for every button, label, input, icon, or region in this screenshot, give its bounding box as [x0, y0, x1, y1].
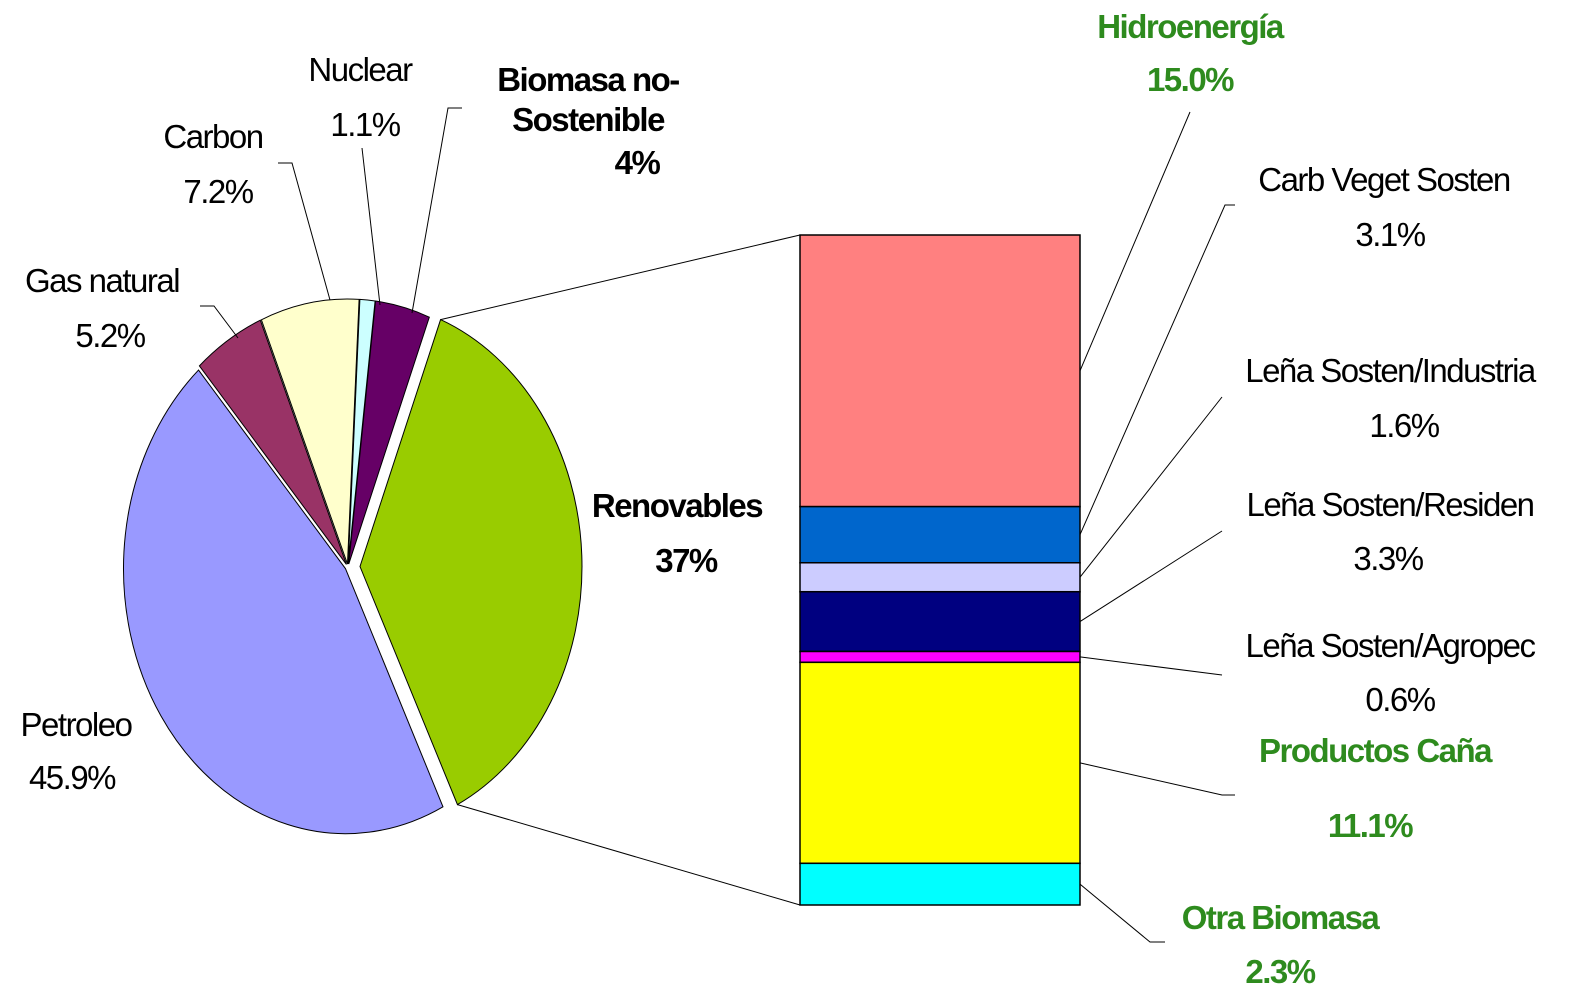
value-label: 2.3% [1245, 953, 1316, 990]
slice-value-label: 7.2% [183, 173, 254, 210]
slice-value-label: 1.1% [330, 106, 401, 143]
legend-label: Carb Veget Sosten [1258, 161, 1511, 198]
pie-slice [348, 300, 430, 565]
connector-line [440, 234, 801, 321]
leader-line [1079, 762, 1235, 796]
legend-label: Productos Caña [1258, 732, 1493, 769]
bar-segment [799, 590, 1081, 653]
slice-label: Gas natural [24, 262, 181, 299]
leader-line [200, 305, 239, 339]
value-label: 3.3% [1353, 540, 1424, 577]
bar-segment [799, 234, 1081, 508]
legend-label: Hidroenergía [1097, 8, 1284, 45]
leader-line [1079, 656, 1223, 676]
legend-label: Otra Biomasa [1181, 899, 1380, 936]
slice-label: Nuclear [308, 51, 413, 88]
leader-line [1079, 204, 1235, 535]
slice-label: Petroleo [20, 706, 133, 743]
pie-slice [123, 369, 444, 835]
legend-label: Leña Sosten/Residen [1246, 486, 1535, 523]
value-label: 11.1% [1327, 807, 1414, 844]
leader-line [411, 107, 462, 314]
leader-line [1079, 111, 1191, 372]
slice-value-label: 5.2% [75, 317, 146, 354]
pie-slice [359, 318, 583, 806]
slice-label: Carbon [163, 118, 264, 155]
value-label: 3.1% [1355, 216, 1426, 253]
bar-segment [799, 862, 1081, 906]
leader-line [278, 162, 331, 301]
pie-slice [198, 319, 347, 565]
value-label: 0.6% [1365, 681, 1436, 718]
slice-value-label: 4% [614, 144, 661, 181]
leader-line [361, 147, 381, 306]
bar-segment [799, 562, 1081, 593]
pie-slice [260, 298, 360, 565]
slice-value-label: 45.9% [28, 759, 117, 796]
slice-value-label: 37% [655, 542, 718, 579]
leader-line [1079, 396, 1223, 578]
bar-segment [799, 661, 1081, 865]
legend-label: Leña Sosten/Agropec [1245, 627, 1536, 664]
bar-segment [799, 505, 1081, 564]
bar-segment [799, 650, 1081, 664]
legend-label: Leña Sosten/Industria [1245, 352, 1536, 389]
slice-label: Biomasa no-Sostenible [497, 61, 680, 138]
value-label: 15.0% [1146, 61, 1235, 98]
leader-line [1079, 530, 1223, 623]
slice-label: Renovables [591, 487, 764, 524]
connector-line [457, 804, 801, 906]
value-label: 1.6% [1369, 407, 1440, 444]
leader-line [1079, 883, 1165, 943]
